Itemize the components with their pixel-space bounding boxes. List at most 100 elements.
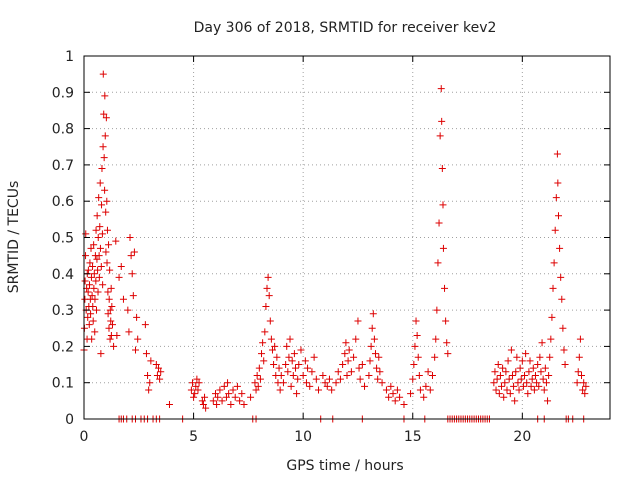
data-point	[194, 386, 202, 394]
data-point	[133, 313, 141, 321]
data-point	[216, 386, 224, 394]
data-point	[378, 379, 386, 387]
data-point	[413, 332, 421, 340]
data-point	[88, 335, 96, 343]
data-point	[334, 368, 342, 376]
data-point	[578, 371, 586, 379]
data-point	[554, 179, 562, 187]
data-point	[240, 400, 248, 408]
data-point	[385, 393, 393, 401]
data-point	[409, 375, 417, 383]
x-tick-label: 20	[513, 429, 531, 445]
data-point	[104, 288, 112, 296]
data-point	[389, 390, 397, 398]
data-point	[85, 281, 93, 289]
y-tick-label: 0.3	[52, 303, 74, 319]
data-point	[101, 92, 109, 100]
data-point	[85, 321, 93, 329]
data-point	[581, 390, 589, 398]
data-point	[251, 379, 259, 387]
data-point	[492, 386, 500, 394]
data-point	[495, 390, 503, 398]
data-point	[328, 386, 336, 394]
data-point	[107, 284, 115, 292]
data-point	[93, 212, 101, 220]
data-point	[540, 386, 548, 394]
data-point	[195, 379, 203, 387]
data-point	[93, 255, 101, 263]
data-point	[276, 386, 284, 394]
data-point	[426, 386, 434, 394]
data-point	[345, 346, 353, 354]
data-point	[94, 234, 102, 241]
data-point	[368, 324, 376, 332]
data-point	[87, 244, 95, 252]
data-point	[82, 252, 90, 260]
data-point	[287, 382, 295, 390]
data-point	[119, 295, 127, 303]
data-point	[526, 357, 534, 365]
data-point	[545, 371, 553, 379]
data-point	[253, 371, 261, 379]
data-point	[411, 342, 419, 350]
data-point	[414, 353, 422, 361]
y-tick-label: 0.6	[52, 194, 74, 210]
data-point	[81, 277, 89, 285]
data-point	[98, 165, 106, 173]
data-point	[198, 397, 206, 405]
data-point	[247, 393, 255, 401]
data-point	[530, 386, 538, 394]
data-point	[431, 353, 439, 361]
data-point	[97, 263, 105, 271]
data-point	[229, 386, 237, 394]
y-tick-label: 0.9	[52, 85, 74, 101]
data-point	[295, 361, 303, 369]
y-axis-label: SRMTID / TECUs	[6, 181, 22, 294]
data-point	[560, 346, 568, 354]
data-point	[209, 397, 217, 405]
data-point	[130, 248, 138, 256]
data-point	[350, 353, 358, 361]
data-point	[503, 386, 511, 394]
data-point	[259, 339, 267, 347]
data-point	[559, 324, 567, 332]
data-point	[549, 284, 557, 292]
data-point	[275, 364, 283, 372]
data-point	[225, 390, 233, 398]
data-point	[580, 379, 588, 387]
data-point	[367, 342, 375, 350]
data-point	[396, 393, 404, 401]
data-point	[561, 361, 569, 369]
data-point	[95, 273, 103, 281]
data-point	[252, 386, 260, 394]
data-point	[264, 273, 272, 281]
data-point	[236, 397, 244, 405]
data-point	[191, 390, 199, 398]
data-point	[439, 201, 447, 209]
data-point	[101, 186, 109, 194]
data-point	[544, 397, 552, 405]
data-point	[552, 194, 560, 202]
data-point	[82, 230, 90, 238]
data-point	[500, 393, 508, 401]
data-point	[521, 371, 529, 379]
data-point	[270, 361, 278, 369]
data-point	[284, 368, 292, 376]
data-point	[321, 379, 329, 387]
data-point	[344, 357, 352, 365]
data-point	[271, 342, 279, 350]
data-point	[105, 295, 113, 303]
data-point	[550, 259, 558, 267]
y-tick-label: 0.4	[52, 267, 74, 283]
data-point	[527, 382, 535, 390]
data-point	[343, 371, 351, 379]
data-point	[576, 335, 584, 343]
data-point	[518, 357, 526, 365]
data-point	[519, 382, 527, 390]
data-point	[537, 368, 545, 376]
x-tick-label: 10	[294, 429, 312, 445]
data-point	[299, 371, 307, 379]
y-tick-label: 0.1	[52, 376, 74, 392]
data-point	[108, 302, 116, 310]
data-point	[117, 263, 125, 271]
